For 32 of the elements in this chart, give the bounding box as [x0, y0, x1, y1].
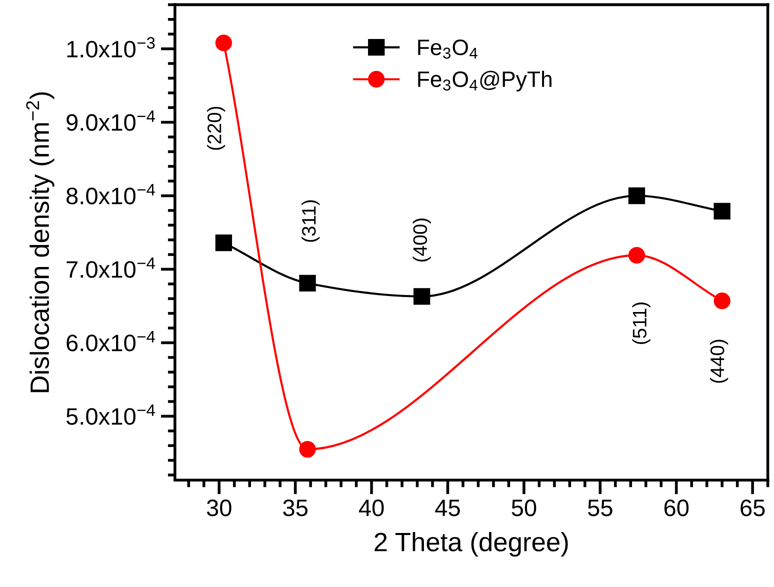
annotation: (440)	[710, 340, 728, 383]
y-tick-label: 8.0x10$^{−4}$	[66, 184, 155, 204]
x-tick-label: 50	[512, 500, 536, 516]
x-tick-label: 35	[283, 500, 308, 516]
y-tick-label: 6.0x10$^{−4}$	[66, 330, 155, 352]
annotation: (400)	[412, 218, 431, 262]
x-axis-title: 2 Theta (degree)	[374, 532, 568, 557]
x-tick-label: 40	[358, 500, 384, 516]
point	[215, 34, 232, 52]
y-tick-label: 9.0x10$^{−4}$	[66, 110, 155, 131]
point	[299, 440, 316, 458]
x-tick-label: 30	[206, 500, 232, 516]
point	[215, 234, 232, 252]
legend-label: Fe$_{3}$O$_{4}$@PyTh	[418, 70, 552, 92]
y-tick-label: 7.0x10$^{−4}$	[66, 258, 155, 278]
annotation: (220)	[207, 106, 226, 150]
x-tick-label: 55	[588, 500, 612, 516]
x-tick-label: 45	[435, 500, 460, 516]
point	[299, 274, 316, 292]
annotation: (311)	[302, 200, 320, 242]
point	[628, 246, 646, 264]
point	[628, 187, 646, 204]
legend-label: Fe$_{3}$O$_{4}$	[418, 40, 478, 59]
x-tick-label: 65	[740, 500, 765, 516]
point	[714, 202, 730, 220]
point	[414, 288, 430, 305]
point	[714, 292, 730, 310]
y-tick-label: 1.0x10$^{−3}$	[67, 37, 155, 58]
x-tick-label: 60	[664, 500, 689, 516]
y-axis-title: Dislocation density (nm$^{−2}$)	[26, 92, 54, 392]
y-tick-label: 5.0x10$^{−4}$	[66, 404, 155, 425]
annotation: (511)	[632, 302, 650, 344]
